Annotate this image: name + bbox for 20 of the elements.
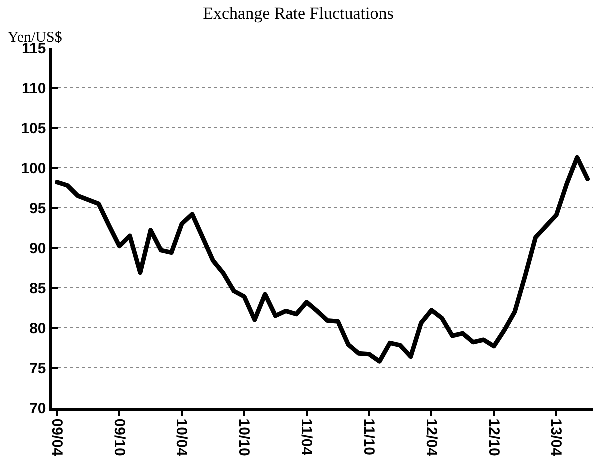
y-tick-label: 100 bbox=[21, 160, 46, 178]
y-tick-label: 85 bbox=[30, 280, 46, 298]
x-tick-label: 09/10 bbox=[110, 418, 128, 456]
y-tick-label: 110 bbox=[22, 80, 46, 98]
chart-title: Exchange Rate Fluctuations bbox=[203, 4, 394, 23]
x-tick-label: 11/04 bbox=[298, 418, 316, 456]
x-tick-label: 10/10 bbox=[236, 418, 253, 456]
y-tick-label: 75 bbox=[30, 360, 46, 378]
y-tick-label: 105 bbox=[21, 120, 46, 138]
y-tick-label: 95 bbox=[30, 200, 46, 218]
x-tick-label: 10/04 bbox=[173, 418, 190, 457]
y-tick-label: 90 bbox=[30, 240, 46, 258]
x-tick-label: 09/04 bbox=[48, 418, 66, 457]
x-tick-label: 11/10 bbox=[360, 418, 378, 456]
y-tick-label: 70 bbox=[30, 400, 46, 418]
x-tick-label: 13/04 bbox=[548, 418, 565, 457]
line-series bbox=[54, 155, 590, 364]
x-tick-label: 12/04 bbox=[422, 418, 440, 457]
y-tick-label: 80 bbox=[30, 320, 46, 338]
x-tick-label: 12/10 bbox=[485, 418, 502, 456]
